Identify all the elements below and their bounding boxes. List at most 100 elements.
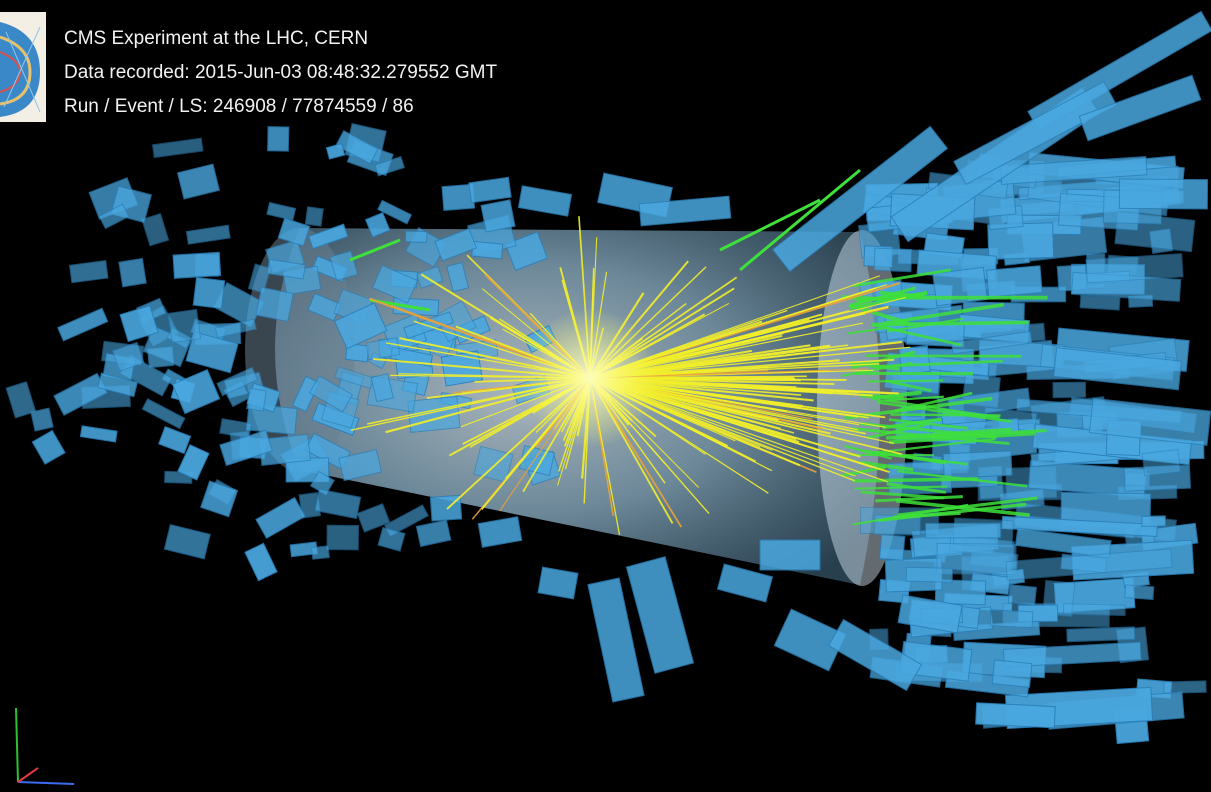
- calo-cell: [151, 137, 204, 159]
- calo-cell: [371, 264, 419, 304]
- muon-track: [852, 477, 979, 483]
- calo-cell: [172, 251, 222, 279]
- calo-tower: [953, 80, 1117, 186]
- calo-tower: [1078, 74, 1202, 142]
- calo-cell: [119, 304, 159, 343]
- calo-cell: [925, 522, 1002, 539]
- calo-cell: [171, 368, 221, 415]
- muon-tracks: [349, 168, 1048, 526]
- calo-cell: [1124, 584, 1155, 601]
- calo-tower: [477, 516, 523, 548]
- calo-cell: [98, 203, 130, 230]
- muon-track: [852, 427, 1010, 446]
- calo-cell: [333, 302, 388, 350]
- calo-cell: [1118, 178, 1209, 210]
- calo-tower: [827, 618, 923, 692]
- calo-cell: [335, 130, 379, 165]
- calo-cell: [370, 373, 394, 403]
- calo-tower: [587, 577, 645, 703]
- calo-cell: [440, 350, 484, 387]
- calo-cell: [141, 213, 170, 247]
- calo-cell: [480, 199, 516, 233]
- muon-track: [893, 511, 961, 519]
- calo-cell: [950, 330, 1033, 355]
- muon-track: [860, 422, 997, 439]
- calo-tower: [773, 608, 847, 672]
- calo-cell: [111, 341, 145, 372]
- muon-track: [850, 361, 900, 371]
- muon-track: [852, 268, 951, 288]
- muon-track: [860, 460, 914, 472]
- muon-track: [888, 418, 968, 430]
- calo-cell: [338, 448, 383, 482]
- calo-cell: [905, 566, 953, 583]
- muon-track: [854, 485, 948, 490]
- calo-cell: [53, 372, 108, 416]
- calo-cell: [1014, 527, 1112, 559]
- muon-track: [849, 286, 917, 308]
- muon-track: [876, 395, 944, 403]
- calo-cell: [1066, 626, 1136, 643]
- calo-cell: [873, 247, 913, 273]
- calo-cell: [942, 450, 1013, 479]
- muon-track: [874, 323, 962, 347]
- run-label: Run / Event / LS:: [64, 96, 208, 117]
- calo-cell: [991, 659, 1033, 688]
- calo-cell: [326, 524, 359, 551]
- calo-cell: [471, 240, 504, 260]
- calo-cell: [932, 266, 988, 307]
- calo-cell: [266, 258, 306, 280]
- muon-track: [894, 391, 973, 413]
- calo-cell: [5, 381, 37, 419]
- muon-track: [862, 449, 968, 466]
- calo-cell: [1085, 253, 1184, 284]
- collision-vertex: [520, 308, 660, 448]
- calo-cell: [446, 261, 470, 293]
- calo-cell: [1052, 381, 1087, 399]
- muon-track: [871, 320, 1029, 327]
- calo-cell: [158, 426, 192, 455]
- calo-cell: [473, 445, 514, 483]
- calo-cell: [504, 231, 549, 272]
- calo-cell: [167, 308, 202, 344]
- calo-tower: [517, 185, 573, 217]
- muon-track: [876, 401, 1012, 423]
- calo-cell: [255, 286, 294, 323]
- calo-cell: [377, 199, 413, 225]
- calo-tower: [897, 594, 963, 634]
- calo-cell: [356, 503, 391, 533]
- calo-cell: [176, 163, 221, 200]
- calo-cell: [163, 523, 211, 560]
- calo-cell: [200, 480, 239, 518]
- recorded-line: Data recorded: 2015-Jun-03 08:48:32.2795…: [64, 56, 497, 90]
- run-value: 246908 / 77874559 / 86: [212, 96, 414, 117]
- muon-track: [719, 198, 821, 252]
- calo-cell: [434, 227, 478, 262]
- calo-cell: [1062, 603, 1126, 617]
- calo-cell: [192, 276, 226, 310]
- calo-cell: [308, 223, 349, 250]
- muon-track: [349, 238, 401, 262]
- calo-cell: [141, 398, 186, 430]
- xyz-axes-icon: [15, 707, 75, 785]
- calo-cell: [216, 366, 259, 397]
- calo-cell: [374, 156, 405, 177]
- calo-cell: [404, 230, 428, 243]
- calo-tower: [468, 176, 512, 204]
- calo-cell: [934, 579, 987, 606]
- muon-track: [882, 302, 1005, 326]
- calo-cell: [246, 387, 267, 412]
- cms-logo-icon: [0, 12, 46, 122]
- calo-cell: [1141, 448, 1182, 477]
- calo-cell: [185, 224, 231, 245]
- calo-cell: [325, 143, 346, 160]
- muon-track: [739, 168, 861, 272]
- calorimeter-deposits-left: [5, 123, 562, 582]
- calo-cell: [975, 702, 1056, 729]
- calo-cell: [69, 260, 109, 284]
- calo-cell: [118, 257, 147, 288]
- run-line: Run / Event / LS: 246908 / 77874559 / 86: [64, 90, 497, 124]
- calo-cell: [936, 542, 1017, 576]
- calo-cell: [898, 345, 931, 376]
